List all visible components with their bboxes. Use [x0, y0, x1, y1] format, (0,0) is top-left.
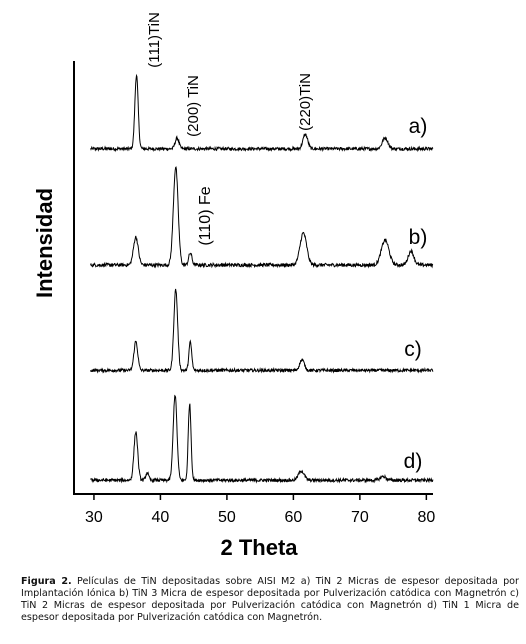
series-labels: a) b) c) d) [404, 115, 428, 473]
x-tick-label: 80 [417, 509, 435, 526]
trace-c [90, 288, 434, 374]
x-tick-label: 70 [351, 509, 369, 526]
trace-a [90, 73, 434, 153]
xrd-chart: 30 40 50 60 70 80 2 Theta Intensidad a) b) c) d)… [32, 12, 435, 560]
y-axis-title: Intensidad [32, 188, 57, 298]
pattern-traces [90, 73, 434, 484]
series-label-b: b) [409, 226, 428, 249]
peak-annotation: (110) Fe [197, 186, 214, 245]
series-label-d: d) [404, 450, 423, 473]
peak-annotation: (220)TiN [297, 73, 314, 131]
peak-annotation: (200) TiN [185, 75, 202, 137]
x-tick-label: 60 [284, 509, 302, 526]
series-label-c: c) [404, 338, 422, 361]
peak-annotation: (111)TiN [146, 12, 163, 68]
x-ticks: 30 40 50 60 70 80 [85, 494, 435, 526]
caption-label: Figura 2. [21, 576, 72, 587]
trace-b [90, 166, 434, 269]
series-label-a: a) [409, 115, 428, 138]
figure-caption: Figura 2. Películas de TiN depositadas s… [21, 576, 519, 624]
caption-text: Películas de TiN depositadas sobre AISI … [21, 576, 519, 623]
x-tick-label: 40 [152, 509, 170, 526]
x-tick-label: 50 [218, 509, 236, 526]
trace-d [90, 394, 434, 484]
peak-annotations: (111)TiN (200) TiN (220)TiN (110) Fe [146, 12, 314, 245]
x-axis-title: 2 Theta [220, 535, 298, 560]
x-tick-label: 30 [85, 509, 103, 526]
